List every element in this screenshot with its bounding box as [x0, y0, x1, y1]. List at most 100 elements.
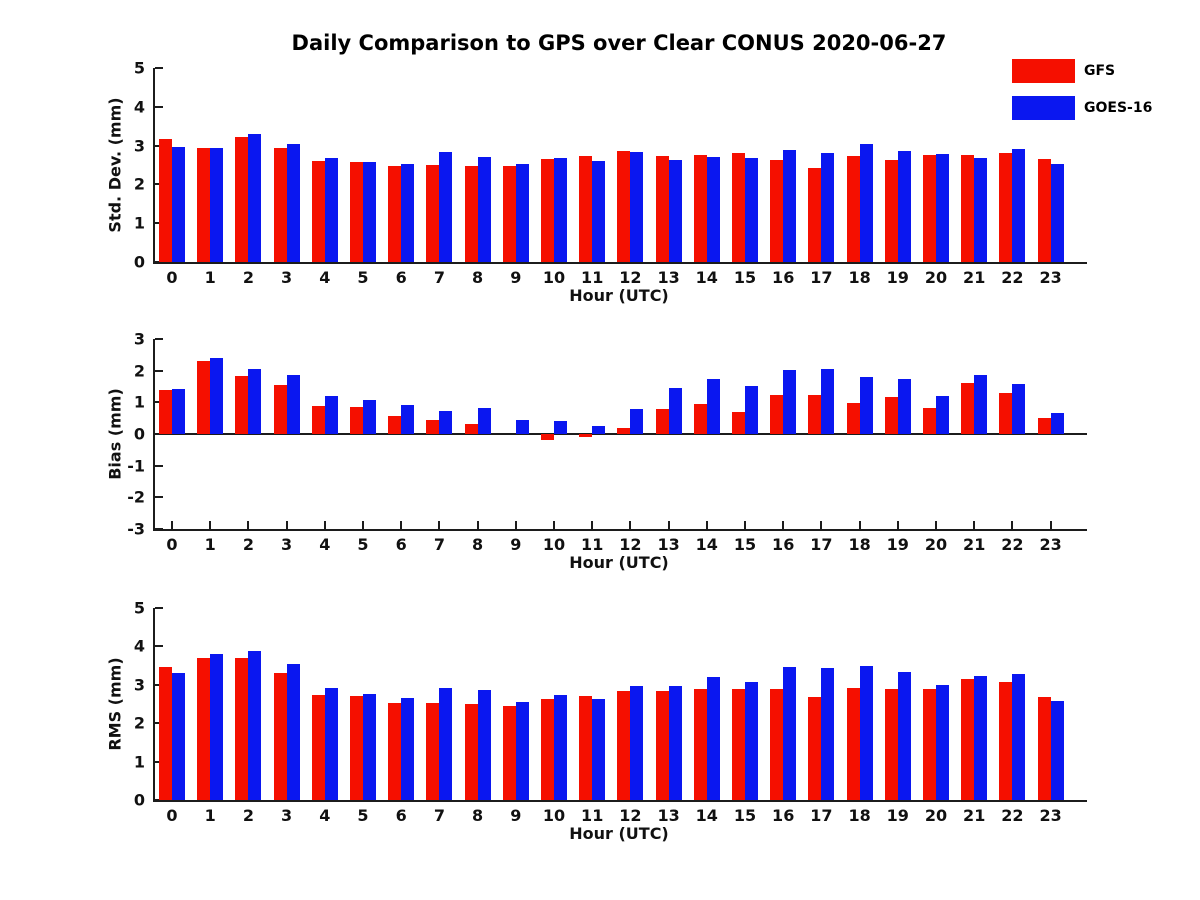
bar-gfs-hour-23 — [1037, 159, 1051, 262]
bar-gfs-hour-2 — [235, 137, 249, 262]
legend-label-goes16: GOES-16 — [1084, 100, 1153, 116]
x-tick-label: 9 — [510, 268, 522, 287]
x-tick-label: 0 — [166, 806, 178, 825]
x-tick — [362, 521, 364, 529]
x-tick-label: 7 — [433, 535, 445, 554]
bar-goes-16-hour-14 — [706, 378, 720, 434]
bar-gfs-hour-16 — [770, 395, 784, 434]
y-tick-label: 4 — [133, 97, 145, 117]
bar-goes-16-hour-6 — [401, 404, 415, 434]
bar-gfs-hour-0 — [159, 139, 172, 262]
bar-goes-16-hour-21 — [974, 158, 988, 262]
bar-goes-16-hour-23 — [1050, 163, 1064, 262]
subplot-rms: RMS (mm) 0 1 2 3 4 5 0 1 2 3 4 5 6 7 8 9 10 11 12 13 14 15 16 1… — [106, 599, 1087, 843]
y-tick-label: 2 — [133, 713, 145, 733]
y-tick — [155, 607, 163, 609]
bar-goes-16-hour-22 — [1012, 674, 1026, 800]
bar-gfs-hour-23 — [1037, 418, 1051, 434]
bar-goes-16-hour-21 — [974, 675, 988, 800]
bar-gfs-hour-15 — [732, 153, 745, 262]
x-tick-label: 8 — [472, 535, 484, 554]
x-tick-label: 15 — [733, 268, 757, 287]
y-tick-label: 3 — [133, 329, 145, 349]
y-tick — [155, 528, 163, 530]
bar-goes-16-hour-17 — [821, 152, 835, 262]
bar-gfs-hour-20 — [923, 407, 936, 434]
x-tick-label: 16 — [772, 268, 795, 287]
bar-gfs-hour-2 — [235, 376, 249, 434]
bar-goes-16-hour-16 — [783, 369, 797, 434]
bar-goes-16-hour-6 — [401, 697, 415, 800]
bar-goes-16-hour-17 — [821, 667, 835, 800]
bar-gfs-hour-5 — [350, 407, 363, 434]
y-tick-label: 1 — [133, 213, 145, 233]
bar-gfs-hour-7 — [426, 702, 440, 800]
x-tick — [514, 521, 517, 529]
bar-gfs-hour-3 — [273, 384, 287, 434]
x-tick-label: 13 — [657, 268, 680, 287]
x-tick-label: 4 — [319, 268, 331, 287]
x-tick-label: 4 — [319, 535, 331, 554]
x-tick-label: 16 — [772, 806, 795, 825]
x-tick-label: 18 — [848, 268, 871, 287]
bar-goes-16-hour-12 — [630, 686, 644, 800]
y-tick — [155, 261, 163, 263]
bar-gfs-hour-11 — [579, 434, 593, 437]
bar-goes-16-hour-7 — [439, 410, 453, 434]
x-tick — [247, 521, 250, 529]
x-tick-label: 6 — [395, 535, 407, 554]
bar-gfs-hour-22 — [999, 681, 1013, 800]
y-tick-label: 3 — [133, 136, 145, 156]
x-tick-label: 20 — [924, 268, 948, 287]
bar-goes-16-hour-5 — [363, 162, 376, 262]
bar-goes-16-hour-18 — [859, 377, 873, 434]
x-tick-label: 21 — [963, 806, 986, 825]
x-tick-label: 22 — [1001, 268, 1024, 287]
bar-gfs-hour-17 — [808, 395, 822, 434]
bar-goes-16-hour-10 — [554, 158, 567, 262]
bar-gfs-hour-15 — [732, 411, 745, 434]
x-tick-label: 1 — [204, 535, 216, 554]
bar-goes-16-hour-4 — [324, 688, 338, 800]
x-tick — [858, 521, 861, 529]
x-tick-label: 18 — [848, 806, 871, 825]
bar-goes-16-hour-22 — [1012, 384, 1026, 434]
x-tick-label: 0 — [166, 268, 178, 287]
x-tick-label: 9 — [510, 535, 522, 554]
x-tick-label: 22 — [1001, 806, 1024, 825]
bar-goes-16-hour-20 — [936, 684, 949, 800]
bar-goes-16-hour-20 — [936, 396, 949, 434]
bar-gfs-hour-23 — [1037, 697, 1051, 800]
x-tick-label: 19 — [886, 268, 909, 287]
x-tick-label: 8 — [472, 268, 484, 287]
x-tick-label: 8 — [472, 806, 484, 825]
x-axis-label-rms: Hour (UTC) — [569, 824, 669, 843]
x-tick-label: 2 — [242, 268, 254, 287]
bar-gfs-hour-5 — [350, 695, 363, 800]
bar-goes-16-hour-11 — [592, 161, 606, 262]
x-tick-label: 4 — [319, 806, 331, 825]
y-tick-label: 2 — [133, 174, 145, 194]
bar-gfs-hour-19 — [884, 159, 898, 262]
bar-gfs-hour-8 — [464, 704, 478, 800]
x-tick-label: 23 — [1039, 806, 1062, 825]
bar-gfs-hour-20 — [923, 154, 936, 262]
legend-item-gfs: GFS — [1012, 59, 1152, 83]
bar-goes-16-hour-19 — [897, 379, 911, 434]
bar-goes-16-hour-6 — [401, 164, 415, 262]
bar-goes-16-hour-4 — [324, 396, 338, 434]
y-axis-label-std-dev: Std. Dev. (mm) — [105, 97, 125, 233]
bar-gfs-hour-12 — [617, 151, 631, 262]
bar-gfs-hour-17 — [808, 168, 822, 262]
x-tick-label: 14 — [695, 535, 718, 554]
bar-goes-16-hour-2 — [248, 133, 262, 262]
x-tick — [935, 521, 937, 529]
bar-goes-16-hour-15 — [745, 157, 758, 262]
y-tick — [155, 105, 163, 108]
bar-gfs-hour-2 — [235, 658, 249, 800]
gfs-color-swatch — [1012, 59, 1075, 83]
bar-goes-16-hour-0 — [172, 146, 185, 262]
bar-goes-16-hour-18 — [859, 665, 873, 800]
x-tick — [400, 521, 403, 529]
